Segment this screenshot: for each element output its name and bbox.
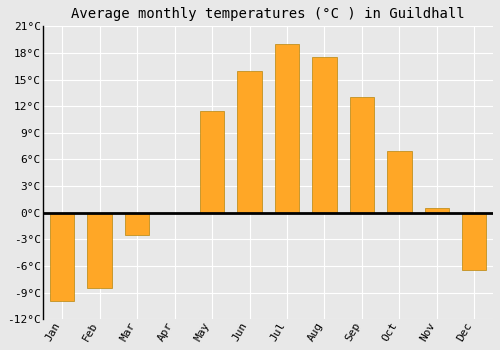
Bar — [238, 71, 262, 213]
Bar — [50, 213, 74, 301]
Bar — [462, 213, 486, 270]
Bar — [125, 213, 150, 235]
Bar — [200, 111, 224, 213]
Bar — [312, 57, 336, 213]
Bar — [88, 213, 112, 288]
Bar — [424, 208, 449, 213]
Bar — [275, 44, 299, 213]
Bar — [387, 150, 411, 213]
Title: Average monthly temperatures (°C ) in Guildhall: Average monthly temperatures (°C ) in Gu… — [72, 7, 465, 21]
Bar — [350, 97, 374, 213]
